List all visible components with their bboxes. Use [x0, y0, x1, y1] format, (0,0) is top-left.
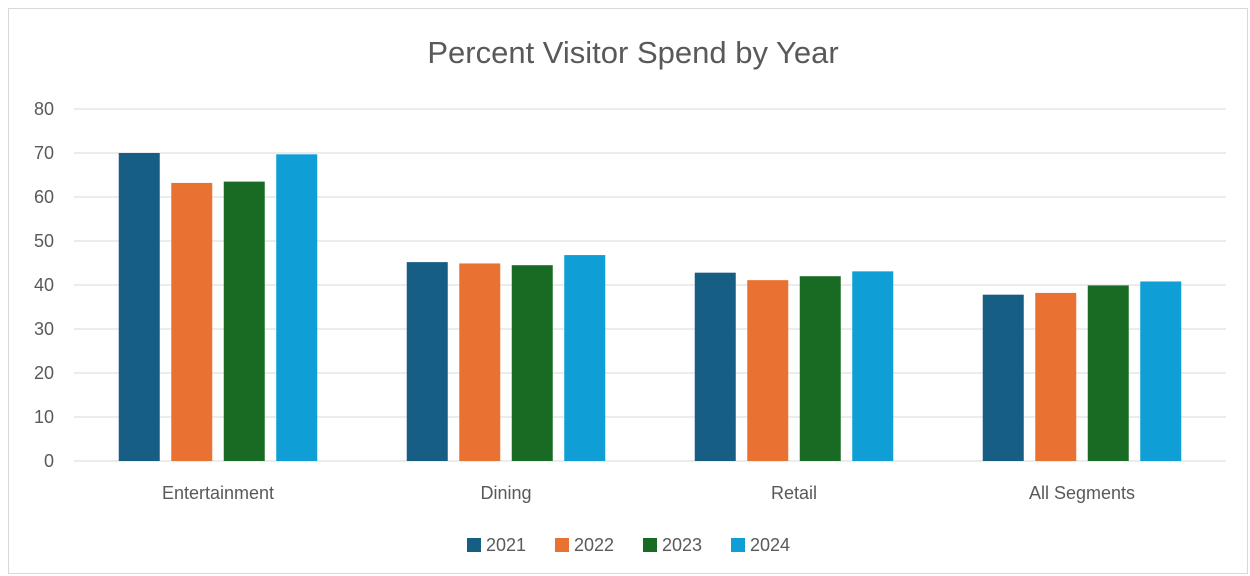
bar-entertainment-2024 — [276, 154, 318, 461]
bar-dining-2024 — [564, 255, 606, 461]
bar-all-segments-2024 — [1140, 281, 1182, 461]
chart-title: Percent Visitor Spend by Year — [427, 35, 838, 70]
x-category-label: Dining — [480, 483, 531, 503]
chart-frame: Percent Visitor Spend by Year 0 10 20 30 40 5… — [8, 8, 1248, 574]
bar-chart: Percent Visitor Spend by Year 0 10 20 30 40 5… — [34, 35, 1226, 555]
bars — [118, 153, 1182, 462]
bar-all-segments-2022 — [1035, 292, 1077, 461]
bar-entertainment-2022 — [171, 182, 213, 462]
x-category-label: All Segments — [1029, 483, 1135, 503]
legend-label-2023: 2023 — [662, 535, 702, 555]
x-category-label: Retail — [771, 483, 817, 503]
legend-swatch-2021 — [467, 538, 481, 552]
legend-swatch-2023 — [643, 538, 657, 552]
bar-retail-2023 — [799, 276, 841, 461]
bar-entertainment-2023 — [223, 181, 265, 461]
bar-all-segments-2021 — [982, 294, 1024, 461]
y-tick-label: 20 — [34, 363, 54, 383]
y-tick-label: 10 — [34, 407, 54, 427]
x-axis-category-labels: Entertainment Dining Retail All Segments — [162, 483, 1135, 503]
y-tick-label: 50 — [34, 231, 54, 251]
y-tick-label: 40 — [34, 275, 54, 295]
y-tick-label: 30 — [34, 319, 54, 339]
bar-all-segments-2023 — [1087, 285, 1129, 461]
legend-label-2024: 2024 — [750, 535, 790, 555]
bar-retail-2022 — [747, 280, 789, 461]
bar-entertainment-2021 — [118, 153, 160, 461]
x-category-label: Entertainment — [162, 483, 274, 503]
bar-dining-2023 — [511, 265, 553, 461]
bar-retail-2021 — [694, 272, 736, 461]
legend-label-2022: 2022 — [574, 535, 614, 555]
y-tick-label: 0 — [44, 451, 54, 471]
y-axis-tick-labels: 0 10 20 30 40 50 60 70 80 — [34, 99, 54, 471]
y-tick-label: 60 — [34, 187, 54, 207]
legend-swatch-2022 — [555, 538, 569, 552]
bar-dining-2022 — [459, 263, 501, 461]
legend: 2021 2022 2023 2024 — [467, 535, 790, 555]
y-tick-label: 80 — [34, 99, 54, 119]
bar-dining-2021 — [406, 262, 448, 461]
legend-label-2021: 2021 — [486, 535, 526, 555]
y-tick-label: 70 — [34, 143, 54, 163]
legend-swatch-2024 — [731, 538, 745, 552]
gridlines — [74, 108, 1226, 462]
bar-retail-2024 — [852, 271, 894, 461]
